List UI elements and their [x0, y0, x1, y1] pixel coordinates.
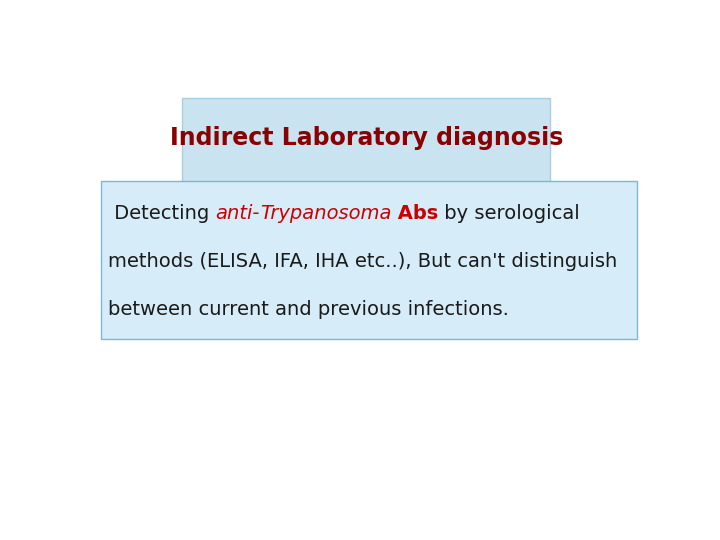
Text: Abs: Abs — [391, 204, 438, 223]
Text: by serological: by serological — [438, 204, 580, 223]
FancyBboxPatch shape — [182, 98, 550, 223]
FancyBboxPatch shape — [101, 181, 637, 339]
Text: Detecting: Detecting — [108, 204, 215, 223]
Text: Trypanosoma: Trypanosoma — [260, 204, 391, 223]
Text: anti-: anti- — [215, 204, 260, 223]
Text: methods (ELISA, IFA, IHA etc..), But can't distinguish: methods (ELISA, IFA, IHA etc..), But can… — [108, 252, 617, 271]
Text: between current and previous infections.: between current and previous infections. — [108, 300, 509, 319]
Text: Indirect Laboratory diagnosis: Indirect Laboratory diagnosis — [169, 126, 563, 150]
